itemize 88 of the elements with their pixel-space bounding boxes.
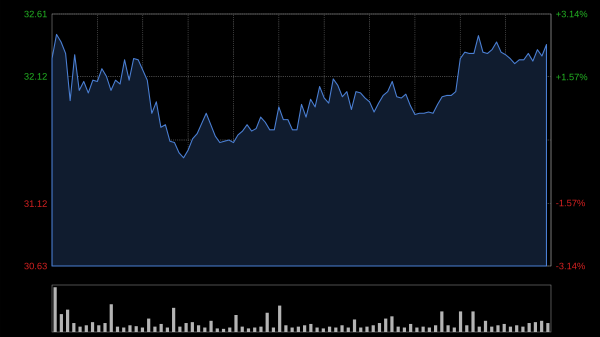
bar [378,323,382,332]
bar [266,312,269,332]
y-tick-label: 31.12 [24,200,47,207]
bar [309,324,312,332]
bar [428,328,431,332]
bar [409,324,412,332]
bar [196,325,200,332]
bar [110,304,113,332]
bar [140,328,144,332]
y2-tick-label: +1.57% [556,74,588,80]
bar [60,314,63,332]
bar [90,322,94,332]
bar [172,308,176,332]
bar [178,326,182,332]
bar [440,311,444,332]
bar [465,325,468,332]
bar [184,323,188,332]
bar [402,328,406,332]
bar [434,325,438,332]
bar [528,323,531,332]
bar [396,326,400,332]
bar [284,325,288,332]
y-tick-label: 30.63 [24,262,47,270]
bar [246,328,250,332]
bar [203,328,206,332]
bar [222,328,226,332]
bar [422,326,425,332]
bar [328,326,332,332]
bar [390,316,394,332]
bar [290,328,294,332]
bar [84,325,88,332]
bar [128,325,132,332]
bar [278,306,282,332]
bar [508,326,512,332]
bar [446,325,450,332]
bar [240,326,244,332]
bar [359,328,362,332]
bar [216,328,219,332]
bar [334,328,338,332]
bar [315,328,319,332]
bar [147,318,150,332]
bar [322,328,325,332]
bar [54,287,57,332]
y2-tick-label: -3.14% [556,262,585,270]
bar [452,328,456,332]
bar [259,326,263,332]
bar [471,311,475,332]
bar [384,318,388,332]
bar [415,328,418,332]
bar [78,326,82,332]
bar [478,326,481,332]
bar [166,328,169,332]
bar [484,320,488,332]
bar [253,328,256,332]
bar [521,326,525,332]
bar [490,326,494,332]
bar [458,311,462,332]
bar [502,324,506,332]
bar [346,328,350,332]
bar [540,320,544,332]
bar [116,326,120,332]
bar [515,325,518,332]
bar [496,325,500,332]
y2-tick-label: +3.14% [556,10,588,18]
bar [352,319,356,332]
bar [534,322,537,332]
bar [122,328,126,332]
bar [228,328,232,332]
bar [97,325,100,332]
bar [303,325,306,332]
bar [134,326,138,332]
bar [160,324,163,332]
bar [340,325,344,332]
bar [66,310,70,332]
bar [153,326,157,332]
bar [209,320,213,332]
bar [546,323,550,332]
bar [365,326,369,332]
bar [272,328,276,332]
bar [372,325,375,332]
y2-tick-label: -1.57% [556,200,585,206]
y-tick-label: 32.61 [24,10,47,18]
bar [234,314,238,332]
bar [190,322,194,332]
y-tick-label: 32.12 [24,73,47,80]
bar [296,326,300,332]
bar [72,323,76,332]
bar [103,323,107,332]
